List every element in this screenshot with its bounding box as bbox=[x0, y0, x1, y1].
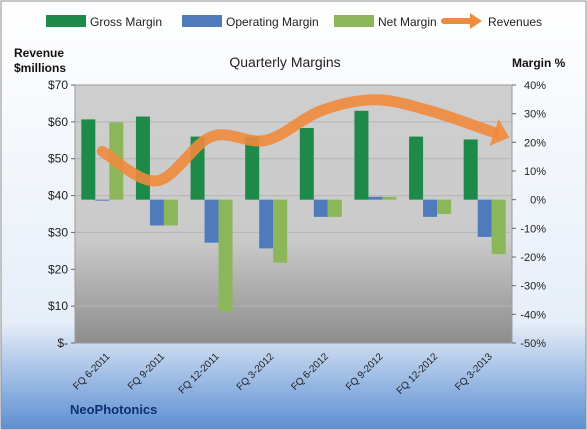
right-tick-label: 0% bbox=[530, 195, 546, 207]
legend-label: Gross Margin bbox=[90, 15, 162, 29]
right-tick-label: -20% bbox=[520, 252, 546, 264]
legend-label: Net Margin bbox=[378, 15, 437, 29]
right-tick-label: 10% bbox=[524, 166, 546, 178]
left-tick-label: $70 bbox=[48, 78, 68, 92]
bar-operating-margin bbox=[313, 199, 328, 217]
bar-operating-margin bbox=[423, 199, 438, 217]
bar-operating-margin bbox=[368, 196, 383, 200]
legend-swatch bbox=[46, 15, 86, 27]
right-tick-label: -10% bbox=[520, 223, 546, 235]
bar-net-margin bbox=[327, 199, 342, 217]
chart-title: Quarterly Margins bbox=[229, 54, 340, 70]
bar-net-margin bbox=[491, 199, 506, 255]
legend-swatch-arrow bbox=[470, 13, 482, 29]
company-name: NeoPhotonics bbox=[70, 402, 157, 417]
left-tick-label: $30 bbox=[48, 225, 68, 239]
left-tick-label: $50 bbox=[48, 152, 68, 166]
right-tick-label: -50% bbox=[520, 338, 546, 350]
bar-operating-margin bbox=[149, 199, 164, 226]
bar-net-margin bbox=[273, 199, 288, 263]
bars bbox=[81, 110, 506, 312]
bar-operating-margin bbox=[204, 199, 219, 243]
bar-gross-margin bbox=[463, 139, 478, 200]
bar-net-margin bbox=[382, 196, 397, 200]
bar-net-margin bbox=[437, 199, 452, 214]
right-axis-label: Margin % bbox=[512, 56, 566, 70]
left-axis-label-line1: Revenue bbox=[14, 46, 64, 60]
revenue-arrowhead bbox=[489, 119, 510, 146]
left-tick-label: $10 bbox=[48, 299, 68, 313]
bar-gross-margin bbox=[409, 136, 424, 200]
bar-gross-margin bbox=[299, 128, 314, 200]
revenue-line-layer bbox=[96, 94, 510, 187]
bar-gross-margin bbox=[135, 116, 150, 200]
legend-swatch bbox=[334, 15, 374, 27]
revenue-line bbox=[96, 94, 500, 187]
left-tick-label: $20 bbox=[48, 262, 68, 276]
right-tick-label: -30% bbox=[520, 281, 546, 293]
right-tick-label: 40% bbox=[524, 80, 546, 92]
legend: Gross Margin Operating Margin Net Margin Re… bbox=[46, 13, 542, 29]
left-tick-label: $- bbox=[57, 336, 68, 350]
right-tick-label: 20% bbox=[524, 137, 546, 149]
bar-gross-margin bbox=[354, 110, 369, 200]
bar-gross-margin bbox=[245, 136, 260, 200]
legend-label: Revenues bbox=[488, 15, 542, 29]
legend-label: Operating Margin bbox=[226, 15, 319, 29]
legend-swatch bbox=[182, 15, 222, 27]
bar-operating-margin bbox=[259, 199, 274, 249]
bar-operating-margin bbox=[95, 199, 110, 201]
bar-net-margin bbox=[218, 199, 233, 312]
left-tick-label: $60 bbox=[48, 115, 68, 129]
bar-net-margin bbox=[163, 199, 178, 226]
left-tick-label: $40 bbox=[48, 189, 68, 203]
right-tick-label: -40% bbox=[520, 309, 546, 321]
bar-gross-margin bbox=[81, 119, 96, 200]
bar-operating-margin bbox=[477, 199, 492, 237]
right-tick-label: 30% bbox=[524, 109, 546, 121]
left-axis-label-line2: $millions bbox=[14, 61, 66, 75]
